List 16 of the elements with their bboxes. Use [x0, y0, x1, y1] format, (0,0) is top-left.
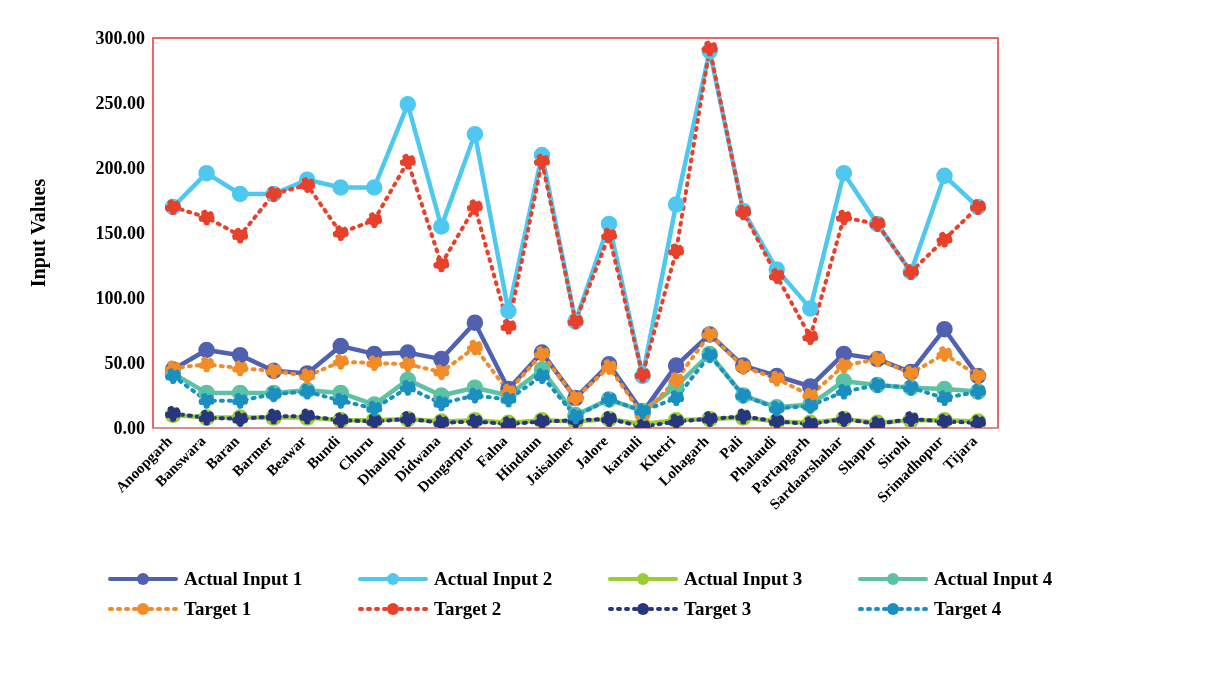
legend-label: Target 4: [934, 598, 1002, 620]
legend-label: Actual Input 1: [184, 568, 303, 590]
y-axis-title: Input Values: [27, 178, 51, 288]
y-tick-label: 200.00: [95, 158, 145, 179]
y-tick-label: 250.00: [95, 93, 145, 114]
y-tick-label: 50.00: [104, 353, 145, 374]
y-tick-label: 150.00: [95, 223, 145, 244]
legend-label: Actual Input 4: [934, 568, 1053, 590]
legend-label: Target 1: [184, 598, 252, 620]
y-tick-label: 0.00: [113, 418, 145, 439]
legend-label: Actual Input 2: [434, 568, 553, 590]
legend-label: Actual Input 3: [684, 568, 803, 590]
legend-label: Target 3: [684, 598, 752, 620]
y-tick-label: 100.00: [95, 288, 145, 309]
y-tick-label: 300.00: [95, 28, 145, 49]
legend-label: Target 2: [434, 598, 502, 620]
